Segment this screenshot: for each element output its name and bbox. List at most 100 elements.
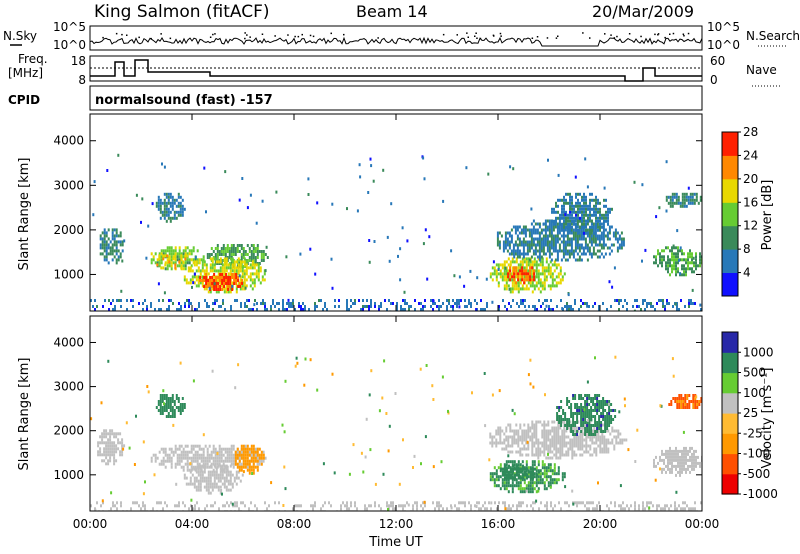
data-cell [224, 459, 227, 463]
data-cell [225, 282, 228, 285]
data-cell [198, 302, 200, 305]
data-cell [574, 421, 577, 424]
noise-dot [466, 32, 468, 34]
noise-dot [294, 35, 296, 38]
data-cell [178, 444, 181, 448]
data-cell [507, 435, 510, 439]
data-patch-3 [234, 444, 265, 475]
data-cell [549, 481, 552, 485]
data-cell [508, 464, 510, 468]
data-cell [156, 261, 159, 265]
data-cell [569, 213, 571, 217]
data-cell [224, 247, 227, 250]
data-cell [396, 308, 398, 311]
data-cell [244, 459, 247, 463]
data-cell [675, 258, 677, 262]
data-cell [245, 263, 248, 267]
data-cell [678, 403, 681, 406]
data-cell [225, 257, 228, 261]
data-cell [179, 195, 182, 199]
data-cell [532, 467, 534, 471]
data-cell [256, 302, 258, 305]
data-cell [622, 305, 624, 308]
data-cell [252, 471, 255, 475]
data-cell [547, 450, 550, 454]
data-cell [186, 465, 189, 469]
data-cell [184, 252, 187, 256]
data-cell [115, 249, 118, 253]
data-cell [537, 263, 540, 267]
data-cell [543, 450, 546, 454]
data-cell [103, 228, 106, 232]
data-cell [576, 237, 579, 241]
data-cell [606, 231, 609, 235]
data-cell [603, 447, 606, 451]
data-cell [578, 255, 581, 259]
data-cell [185, 281, 188, 285]
data-cell [684, 406, 687, 409]
data-cell [595, 207, 597, 211]
data-cell [588, 418, 591, 421]
data-cell [597, 429, 600, 433]
data-cell [528, 231, 531, 235]
data-cell [530, 234, 533, 238]
data-cell [216, 244, 219, 247]
data-cell [227, 263, 230, 267]
data-cell [330, 504, 332, 508]
data-cell [210, 462, 213, 466]
data-cell [667, 195, 670, 199]
data-cell [512, 243, 515, 247]
data-cell [217, 272, 220, 276]
data-cell [251, 260, 254, 264]
data-cell [687, 186, 690, 190]
nave-tick-top: 60 [710, 54, 725, 68]
data-cell [175, 198, 178, 202]
data-cell [186, 456, 189, 460]
data-cell [107, 261, 110, 265]
data-cell [229, 282, 232, 285]
data-cell [219, 269, 222, 273]
data-cell [462, 501, 464, 505]
data-cell [509, 429, 512, 433]
data-cell [192, 261, 195, 265]
data-cell [250, 459, 253, 463]
data-cell [674, 400, 677, 403]
data-cell [692, 394, 695, 397]
data-cell [255, 221, 258, 225]
data-cell [514, 231, 517, 235]
data-cell [655, 215, 658, 219]
data-cell [556, 255, 559, 259]
data-cell [169, 204, 172, 208]
data-cell [240, 444, 243, 448]
data-cell [209, 482, 212, 486]
data-cell [522, 243, 525, 247]
data-cell [502, 467, 504, 471]
data-cell [434, 302, 436, 305]
data-cell [548, 222, 551, 226]
data-cell [213, 257, 216, 261]
data-cell [250, 468, 253, 472]
data-cell [614, 228, 617, 232]
data-cell [182, 450, 185, 454]
data-cell [562, 246, 565, 250]
data-cell [602, 237, 605, 241]
colorbar-swatch [722, 249, 738, 273]
data-cell [169, 400, 172, 403]
data-cell [565, 444, 568, 448]
data-cell [101, 441, 104, 445]
data-cell [525, 432, 528, 436]
data-cell [680, 299, 682, 302]
data-cell [178, 302, 180, 305]
data-cell [520, 228, 523, 232]
data-cell [217, 276, 220, 279]
data-cell [242, 444, 245, 448]
data-cell [246, 456, 249, 460]
data-cell [109, 429, 112, 433]
data-cell [511, 450, 514, 454]
data-cell [123, 444, 126, 448]
data-cell [599, 444, 602, 448]
data-cell [699, 461, 701, 465]
data-cell [517, 278, 520, 282]
data-cell [669, 446, 671, 450]
data-cell [115, 459, 118, 463]
